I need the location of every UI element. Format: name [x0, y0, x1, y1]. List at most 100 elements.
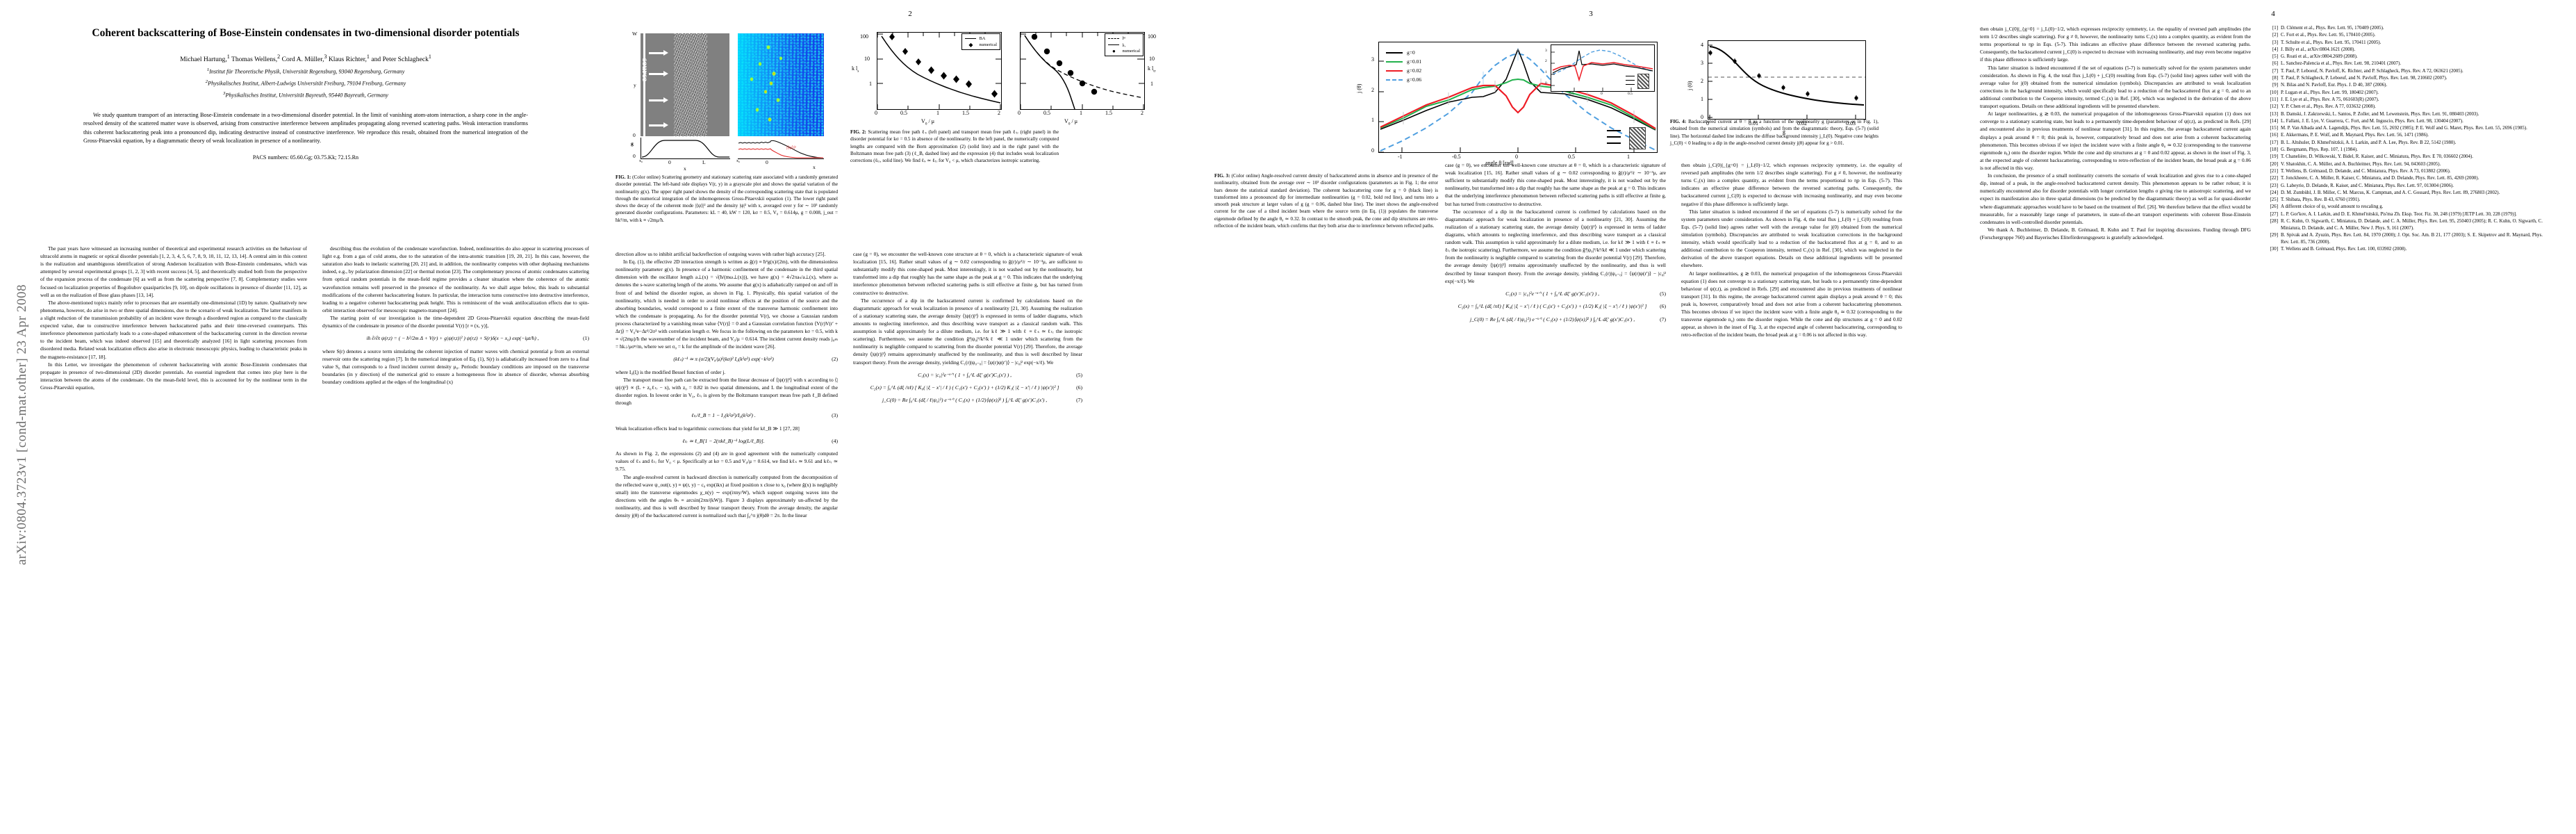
paragraph: case (g = 0), we encounter the well-know… [1445, 162, 1666, 207]
decay-curves [738, 140, 824, 158]
references-list: [1] D. Clément et al., Phys. Rev. Lett. 9… [2266, 25, 2543, 254]
xtick: 0 [875, 110, 877, 116]
column-6: then obtain j_C(0)|_{g=0} = j_L(0)−1/2, … [1681, 161, 1902, 339]
source-label: source [641, 58, 650, 82]
circle-marker-icon: ● [1112, 47, 1116, 54]
reference-item: [1] D. Clément et al., Phys. Rev. Lett. 9… [2272, 26, 2384, 31]
fig4-canvas [1708, 44, 1865, 119]
reference-item: [12] Y. P. Chen et al., Phys. Rev. A 77, … [2270, 104, 2376, 110]
column-5: case (g = 0), we encounter the well-know… [1445, 161, 1666, 339]
reference-item: [18] G. Bergmann, Phys. Rep. 107, 1 (1984… [2270, 147, 2358, 153]
arrow-icon [1607, 130, 1621, 131]
figure-3-caption-text: (Color online) Angle-resolved current de… [1214, 173, 1439, 229]
ytick: 2 [1371, 87, 1374, 93]
legend-entry: lₜᵣ [1108, 42, 1140, 48]
equation-3: (3) ℓₜᵣ/ℓ_B = 1 − I₁(k²σ²)/I₀(k²σ²) . [691, 412, 838, 419]
axis-label-zero: 0 [633, 132, 636, 138]
fig2-left-legend: BA ◆ numerical [961, 33, 1000, 50]
paragraph: In conclusion, the presence of a small n… [1980, 172, 2251, 225]
column-1: The past years have witnessed an increas… [40, 245, 307, 391]
legend-label: BA [979, 36, 986, 41]
ytick: 0 [1371, 147, 1374, 154]
reference-item: [28] R. C. Kuhn, O. Sigwarth, C. Miniatur… [2270, 219, 2543, 231]
paragraph: The past years have witnessed an increas… [40, 245, 307, 298]
reference-item: [10] P. Lugan et al., Phys. Rev. Lett. 99… [2270, 90, 2379, 95]
axis-label-x-right: x [813, 164, 816, 170]
inset-ytick: 2 [1545, 59, 1547, 63]
ytick: 10 [1149, 56, 1155, 62]
page-number: 4 [2271, 10, 2275, 18]
figure-4-caption-text: Backscattered current at θ = 0 as a func… [1670, 119, 1879, 146]
reference-item: [5] G. Roati et al., arXiv:0804.2609 (200… [2272, 54, 2358, 60]
reference-item: [16] E. Akkermans, P. E. Wolf, and R. May… [2270, 133, 2429, 138]
pacs-numbers: PACS numbers: 05.60.Gg; 03.75.Kk; 72.15.… [252, 154, 359, 161]
xtick: 0.5 [1568, 154, 1575, 160]
equation-5: (5) C₁(x) = |c₀|²e⁻ˣᐟᵗ ( 1 + ∫₀^L dξ′ g(… [918, 371, 1082, 378]
xtick: 0.02 [1797, 120, 1807, 126]
reference-item: [7] T. Paul, P. Leboeuf, N. Pavloff, K. R… [2272, 68, 2463, 74]
affiliation-3: 3Physikalisches Institut, Universität Ba… [223, 90, 388, 99]
paragraph: then obtain j_C(0)|_{g=0} = j_L(0)−1/2, … [1980, 26, 2251, 63]
axis-tick-x0: x₀ [639, 159, 643, 163]
legend-entry: g=0.06 [1386, 75, 1421, 84]
legend-label: g=0.06 [1407, 76, 1422, 83]
figure-3-caption: FIG. 3: (Color online) Angle-resolved cu… [1214, 172, 1438, 229]
reference-item: [27] L. P. Gor'kov, A. I. Larkin, and D. … [2270, 211, 2517, 217]
reference-item: [11] J. E. Lye et al., Phys. Rev. A 75, 0… [2270, 97, 2379, 102]
inset-xtick: -0.5 [1568, 92, 1574, 96]
reference-item: [25] T. Shibata, Phys. Rev. B 43, 6760 (1… [2270, 197, 2361, 203]
figure-2: BA ◆ numerical 100 10 1 k ls 0 0.5 1 1.5… [848, 25, 1195, 150]
figure-1-caption-text: (Color online) Scattering geometry and s… [616, 174, 838, 223]
paragraph: describing thus the evolution of the con… [322, 245, 589, 313]
axis-tick-0: 0 [668, 159, 671, 165]
legend-entry: g=0 [1386, 48, 1421, 57]
coherent-mode-label: |⟨ψ⟩|² [786, 145, 796, 150]
fig3-ylabel: j (θ) [1356, 83, 1362, 93]
legend-entry: ● numerical [1108, 48, 1140, 54]
inset-ytick: 3 [1545, 49, 1547, 53]
fig3-inset: 0 1 2 3 -0.5 0 0.5 [1545, 44, 1655, 96]
paragraph: The above-mentioned topics mainly refer … [40, 299, 307, 360]
axis-tick-x0-right: x₀ [736, 159, 741, 163]
dashed-line-swatch-icon [1108, 38, 1120, 39]
fig2-left-plot: BA ◆ numerical [877, 32, 1002, 110]
legend-entry: BA [965, 35, 997, 42]
author-list: Michael Hartung,1 Thomas Wellens,2 Cord … [49, 53, 563, 100]
legend-label: numerical [979, 42, 997, 47]
paragraph: direction allow us to inhibit artificial… [616, 251, 826, 257]
column-4: case (g = 0), we encounter the well-know… [853, 250, 1082, 519]
figure-4: 0 1 2 3 4 j (0) 0 0.01 0.02 0.03 g [1667, 26, 1959, 162]
fig3-xlabel: angle θ [rad] [1485, 160, 1514, 166]
legend-entry: g=0.01 [1386, 57, 1421, 66]
inset-ytick: 1 [1545, 70, 1547, 74]
page-3: 3 [1209, 0, 1973, 834]
reference-item: [2] C. Fort et al., Phys. Rev. Lett. 95, … [2272, 33, 2376, 38]
fig4-plot [1708, 40, 1866, 120]
arrow-icon [1607, 142, 1621, 144]
figure-3: g=0 g=0.01 g=0.02 g=0.06 [1341, 26, 1695, 166]
paragraph: As shown in Fig. 2, the expressions (2) … [616, 450, 838, 473]
xtick: 0 [1018, 110, 1021, 116]
page-number: 2 [908, 10, 912, 18]
line-swatch-icon [1386, 51, 1403, 54]
legend-entry: lᴮ [1108, 35, 1140, 42]
paragraph: where S(r) denotes a source term simulat… [322, 348, 589, 386]
reference-item: [23] G. Labeyrie, D. Delande, R. Kaiser, … [2270, 183, 2454, 188]
line-swatch-icon [965, 38, 977, 39]
disorder-block-icon [1637, 74, 1649, 89]
fig1-geometry-panel: source [641, 33, 729, 136]
legend-label: numerical [1122, 49, 1140, 54]
axis-label-W: W [632, 31, 638, 37]
xtick: 0.03 [1846, 120, 1856, 126]
xtick: 0.5 [900, 110, 907, 116]
g-curve [641, 140, 729, 158]
ytick: 1 [1150, 81, 1153, 87]
ytick: 4 [1701, 42, 1703, 48]
page-1: arXiv:0804.3723v1 [cond-mat.other] 23 Ap… [0, 0, 611, 834]
incident-arrow [649, 122, 668, 128]
ytick: 3 [1701, 60, 1703, 66]
axis-tick-0-right: 0 [766, 159, 768, 165]
xtick: -1 [1398, 154, 1403, 160]
paragraph: In Eq. (1), the effective 2D interaction… [616, 259, 838, 350]
paragraph: At larger nonlinearities, g ≳ 0.03, the … [1980, 111, 2251, 171]
